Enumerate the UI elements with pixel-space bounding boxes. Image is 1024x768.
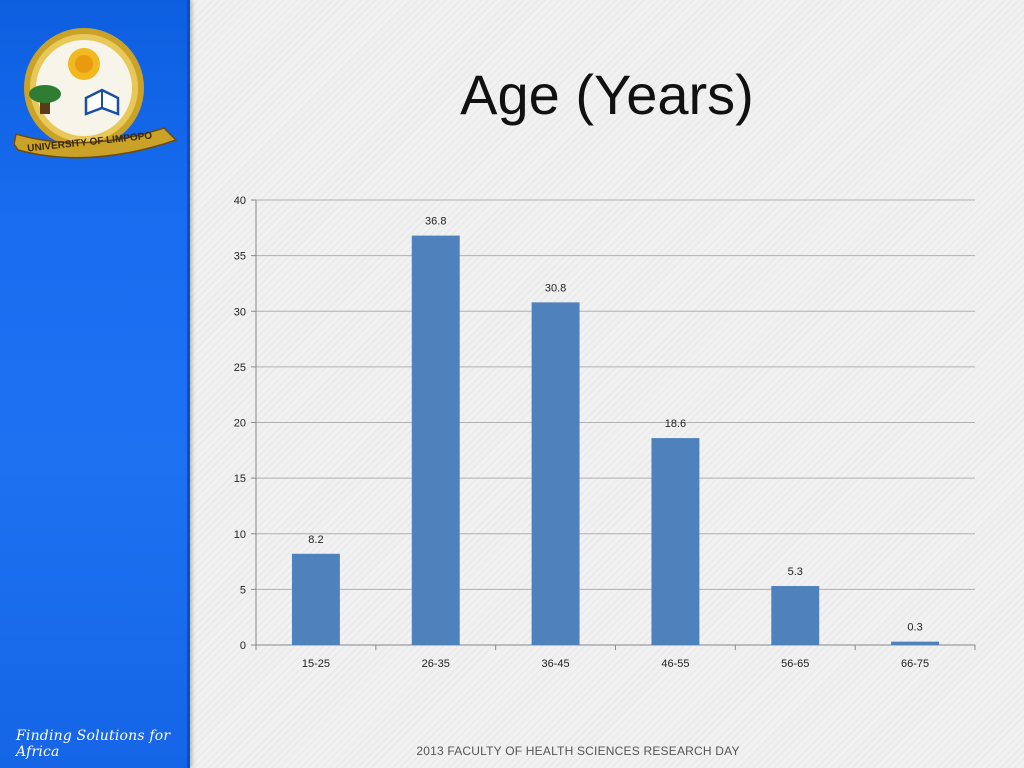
axes [251,199,976,650]
y-tick-label: 40 [234,195,246,207]
slide-title: Age (Years) [460,63,754,126]
footer-text: 2013 FACULTY OF HEALTH SCIENCES RESEARCH… [416,744,740,758]
y-tick-label: 25 [234,362,246,374]
bar-15-25 [291,553,340,645]
y-tick-label: 10 [234,529,246,541]
data-label-46-55: 18.6 [665,418,686,430]
data-label-56-65: 5.3 [788,566,803,578]
gridlines [256,199,975,590]
x-tick-label-26-35: 26-35 [422,658,450,670]
y-tick-label: 0 [240,640,246,652]
x-tick-label-46-55: 46-55 [661,658,689,670]
data-label-36-45: 30.8 [545,282,566,294]
y-tick-label: 30 [234,306,246,318]
y-tick-label: 20 [234,418,246,430]
sidebar: UNIVERSITY OF LIMPOPO Finding Solutions … [0,0,190,768]
data-label-26-35: 36.8 [425,216,446,228]
university-crest-icon: UNIVERSITY OF LIMPOPO [14,28,178,159]
y-tick-label: 35 [234,251,246,263]
data-label-15-25: 8.2 [308,534,323,546]
y-tick-label: 5 [240,584,246,596]
labels: 0 5 10 15 20 25 30 35 40 8.2 15-25 36.8 26-35 30.8 36-… [234,195,929,670]
x-tick-label-56-65: 56-65 [781,658,809,670]
data-label-66-75: 0.3 [907,622,922,634]
y-tick-label: 15 [234,473,246,485]
bar-56-65 [771,586,820,645]
bar-26-35 [411,235,460,645]
x-tick-label-36-45: 36-45 [542,658,570,670]
bar-36-45 [531,302,580,645]
bars [291,235,940,645]
bar-chart: 0 5 10 15 20 25 30 35 40 8.2 15-25 36.8 26-35 30.8 36-… [234,195,976,670]
x-tick-label-66-75: 66-75 [901,658,929,670]
bar-46-55 [651,438,700,645]
x-tick-label-15-25: 15-25 [302,658,330,670]
tagline: Finding Solutions for Africa [16,728,171,760]
bar-66-75 [891,641,940,645]
sidebar-edge [187,0,190,768]
